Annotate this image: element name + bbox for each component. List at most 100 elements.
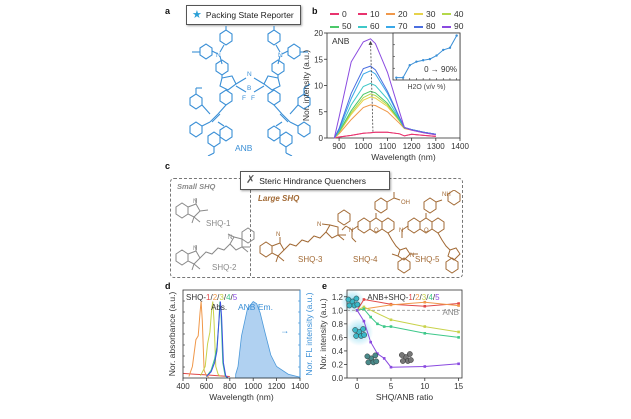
data-point xyxy=(457,304,460,307)
data-point xyxy=(457,330,460,334)
data-point xyxy=(369,315,372,319)
benzene-ring xyxy=(207,131,221,148)
shq-1-label: SHQ-1 xyxy=(206,219,231,228)
inset-point xyxy=(401,76,405,79)
benzene-ring xyxy=(259,241,273,258)
indole-ring xyxy=(447,247,461,261)
legend-label: 50 xyxy=(342,21,352,31)
small-shq-label: Small SHQ xyxy=(177,182,216,191)
x-axis-label: Wavelength (nm) xyxy=(209,392,274,402)
legend-label: 10 xyxy=(370,8,380,19)
legend-swatch xyxy=(358,13,367,15)
xanthene-ring xyxy=(407,217,421,234)
legend-label: 20 xyxy=(398,8,408,19)
legend-swatch xyxy=(414,13,423,15)
benzene-ring xyxy=(287,43,301,60)
packing-state-reporter-title: Packing State Reporter xyxy=(205,10,294,20)
x-tick-label: 600 xyxy=(200,382,214,391)
atom-label-n: N xyxy=(216,52,221,59)
data-point xyxy=(423,332,427,335)
inset-x-label: H2O (v/v %) xyxy=(407,84,445,91)
benzene-ring xyxy=(267,29,281,46)
data-point xyxy=(382,357,386,360)
legend-item: 90 xyxy=(442,21,465,32)
arrow-head xyxy=(368,40,373,45)
atom-label-f: F xyxy=(242,95,246,102)
benzene-ring xyxy=(199,43,213,60)
legend-swatch xyxy=(386,25,395,28)
x-tick-label: 1400 xyxy=(291,382,309,391)
legend-item: 10 xyxy=(358,9,381,20)
legend-item: 30 xyxy=(414,9,437,20)
data-point xyxy=(355,309,359,312)
atom-label-n: N xyxy=(193,199,197,205)
pyrrole-ring xyxy=(219,75,237,91)
benzene-ring xyxy=(445,257,459,274)
legend-label: 80 xyxy=(426,21,436,31)
data-point xyxy=(457,302,460,305)
y-tick-label: 0.6 xyxy=(332,333,344,342)
molecule-dot xyxy=(352,327,359,333)
shq-4-label: SHQ-4 xyxy=(353,255,378,264)
nh-label: NH xyxy=(442,192,451,198)
legend-label: 90 xyxy=(454,21,464,31)
data-point xyxy=(423,325,427,328)
chart-d-absorbance-emission: 400 600 800 1000 1200 1400 Wavelength (nm) Nor.… xyxy=(167,289,314,402)
chart-b-emission-spectra: 0 5 10 15 20 900 1000 1100 1200 1300 1400 Wavelengt… xyxy=(301,29,469,162)
benzene-ring xyxy=(219,29,233,46)
indole-ring xyxy=(325,224,339,239)
benzene-ring xyxy=(271,59,285,76)
data-point xyxy=(362,305,366,309)
benzene-ring xyxy=(241,227,255,244)
series-line-80 xyxy=(333,65,436,139)
shq-5-label: SHQ-5 xyxy=(415,255,440,264)
x-tick-label: 1200 xyxy=(403,142,421,151)
legend-swatch xyxy=(414,25,423,28)
pyrrole-ring xyxy=(263,75,281,91)
indole-ring xyxy=(229,236,243,251)
series-line-SHQ-5 xyxy=(206,301,229,379)
atom-label-o: O xyxy=(424,228,429,234)
data-point xyxy=(423,304,427,308)
series-line-20 xyxy=(333,104,436,139)
benzene-ring xyxy=(447,190,461,206)
benzene-ring xyxy=(423,197,437,214)
legend-swatch xyxy=(386,13,395,15)
legend-swatch xyxy=(330,25,339,28)
star-icon: ★ xyxy=(192,8,202,21)
y-tick-label: 20 xyxy=(314,29,323,38)
data-point xyxy=(389,325,393,328)
series-line-SHQ-5 xyxy=(356,310,459,368)
benzene-ring xyxy=(215,59,229,76)
atom-label-n: N xyxy=(349,228,353,234)
indole-ring xyxy=(397,247,411,261)
anb-em-annotation: ANB Em. xyxy=(238,302,273,312)
abs-annotation: Abs. xyxy=(211,303,227,312)
y-axis-label: Nor. intensity (a.u.) xyxy=(318,298,328,370)
legend-swatch xyxy=(442,25,451,28)
molecule-dot xyxy=(400,358,406,364)
inset-line xyxy=(396,35,458,79)
x-tick-label: 5 xyxy=(389,382,394,391)
atom-label-n: N xyxy=(276,232,280,238)
panel-e-label: e xyxy=(322,281,328,291)
data-point xyxy=(369,340,372,344)
anb-molecule-label: ANB xyxy=(235,143,253,153)
x-tick-label: 1000 xyxy=(244,382,262,391)
legend-item: 60 xyxy=(358,21,381,32)
panel-b-label: b xyxy=(312,6,318,16)
x-tick-label: 10 xyxy=(420,382,429,391)
data-point xyxy=(423,365,427,368)
molecule-dot xyxy=(353,295,360,302)
inset-point xyxy=(448,46,452,50)
inset-point xyxy=(455,34,458,37)
panel-a-label: a xyxy=(165,6,171,16)
quenched-aggregate-icon xyxy=(364,352,380,366)
y-axis-label-right: Nor. FL intensity (a.u.) xyxy=(304,292,314,375)
y-tick-label: 10 xyxy=(314,82,323,91)
data-point xyxy=(389,318,393,322)
molecule-dot xyxy=(354,301,361,308)
y-tick-label: 0.2 xyxy=(332,360,344,369)
reference-label: ANB xyxy=(443,308,459,317)
xanthene-ring xyxy=(357,217,371,234)
